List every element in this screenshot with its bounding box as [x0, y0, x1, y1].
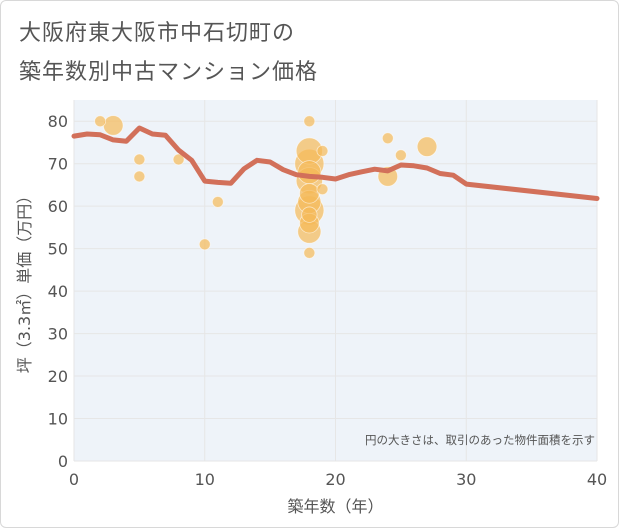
y-tick-label: 10	[48, 410, 68, 429]
x-tick-label: 40	[587, 470, 607, 489]
data-bubble	[94, 115, 107, 128]
data-bubble	[316, 145, 329, 157]
chart-title-line-2: 築年数別中古マンション価格	[19, 60, 319, 85]
data-bubble	[198, 238, 211, 251]
data-bubble	[303, 246, 316, 259]
data-bubble	[303, 115, 316, 128]
y-axis-ticks: 0 10 20 30 40 50 60 70 80	[48, 112, 68, 471]
chart-note: 円の大きさは、取引のあった物件面積を示す	[365, 433, 595, 447]
data-bubble	[299, 183, 320, 204]
x-tick-label: 30	[456, 470, 476, 489]
y-tick-label: 80	[48, 112, 68, 131]
x-tick-label: 0	[69, 470, 79, 489]
data-bubble	[102, 115, 124, 136]
data-bubble	[301, 206, 318, 223]
x-tick-label: 10	[195, 470, 215, 489]
y-tick-label: 0	[58, 452, 68, 471]
data-bubble	[381, 132, 394, 145]
grid-lines	[73, 100, 598, 462]
chart-title-line-1: 大阪府東大阪市中石切町の	[19, 21, 296, 46]
data-bubble	[172, 153, 185, 166]
data-bubble	[394, 149, 407, 162]
y-tick-label: 30	[48, 325, 68, 344]
data-bubble	[133, 170, 146, 183]
y-tick-label: 20	[48, 367, 68, 386]
y-tick-label: 40	[48, 282, 68, 301]
x-tick-label: 20	[325, 470, 345, 489]
x-axis-ticks: 0 10 20 30 40	[69, 470, 607, 489]
y-tick-label: 50	[48, 240, 68, 259]
y-tick-label: 70	[48, 155, 68, 174]
y-axis-label: 坪（3.3㎡）単価（万円）	[15, 188, 34, 373]
x-axis-label: 築年数（年）	[287, 497, 383, 516]
y-tick-label: 60	[48, 197, 68, 216]
data-bubble	[211, 196, 224, 208]
data-bubble	[297, 160, 322, 185]
data-bubble	[316, 183, 329, 196]
trend-line	[71, 125, 600, 201]
data-bubble	[133, 153, 146, 166]
data-bubble	[416, 136, 438, 157]
